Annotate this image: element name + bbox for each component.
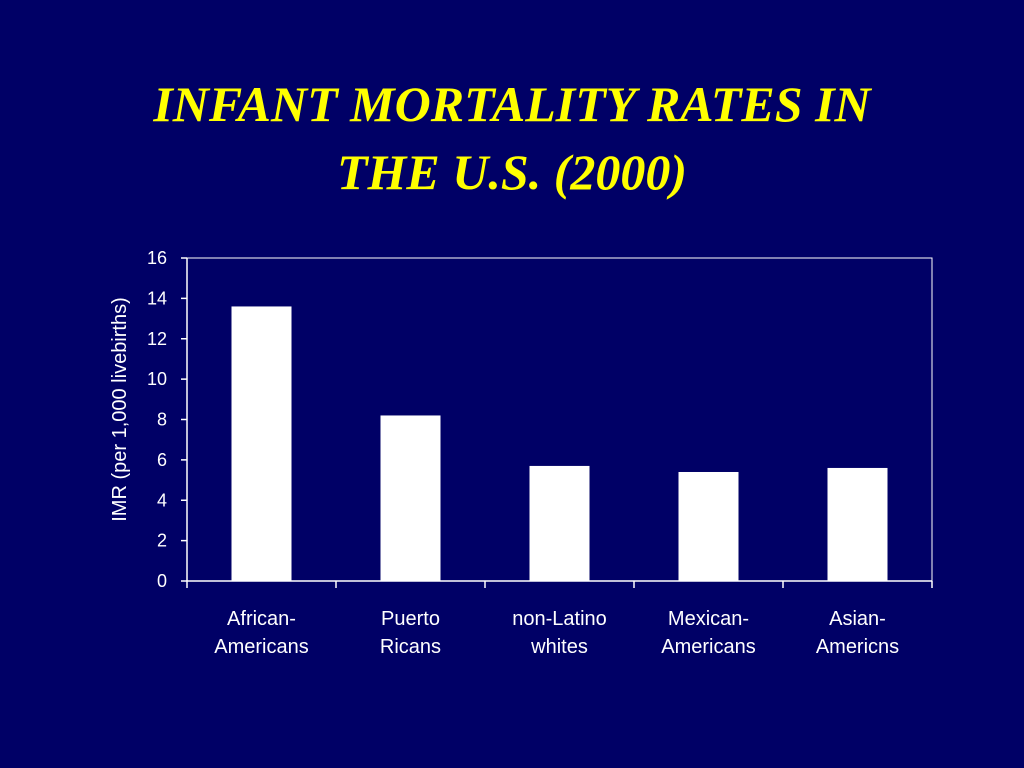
- bar-2: [529, 465, 590, 581]
- y-axis: 0 2 4 6 8 10 12 14 16: [147, 248, 188, 591]
- y-tick-label: 0: [157, 571, 167, 591]
- bars: [231, 306, 888, 581]
- title-line-1: INFANT MORTALITY RATES IN: [153, 76, 871, 132]
- x-category-label: African-Americans: [214, 608, 308, 658]
- y-axis-title: IMR (per 1,000 livebirths): [109, 297, 131, 522]
- y-tick-label: 6: [157, 450, 167, 470]
- y-tick-label: 16: [147, 248, 167, 268]
- slide-title: INFANT MORTALITY RATES IN THE U.S. (2000…: [0, 70, 1024, 206]
- bar-3: [678, 471, 739, 581]
- title-line-2: THE U.S. (2000): [337, 144, 687, 200]
- y-tick-label: 12: [147, 329, 167, 349]
- x-category-label: Mexican-Americans: [661, 608, 755, 658]
- y-tick-label: 4: [157, 490, 167, 510]
- x-category-label: Puerto Ricans: [380, 608, 441, 658]
- x-axis: African-Americans Puerto Ricans non-Latino w…: [186, 580, 933, 658]
- bar-1: [380, 415, 441, 581]
- x-category-label: Asian-Americns: [816, 608, 899, 658]
- y-tick-label: 2: [157, 531, 167, 551]
- y-tick-label: 8: [157, 410, 167, 430]
- y-tick-label: 14: [147, 288, 167, 308]
- bar-4: [827, 467, 888, 581]
- bar-0: [231, 306, 292, 581]
- x-category-label: non-Latino whites: [512, 608, 607, 658]
- y-tick-label: 10: [147, 369, 167, 389]
